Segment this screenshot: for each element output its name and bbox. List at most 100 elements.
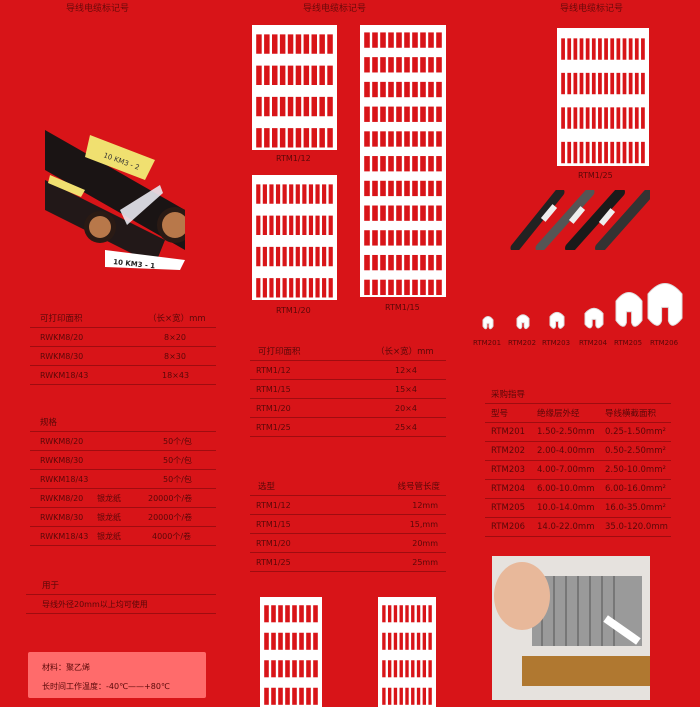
cell: RTM202 [491, 446, 526, 456]
table-row: RTM1/20 20×4 [250, 399, 446, 418]
table-row: 导线外径20mm以上均可使用 [26, 595, 216, 614]
cell: RTM204 [491, 484, 526, 494]
cell: RTM1/25 [256, 422, 291, 432]
material-info-box: 材料：聚乙烯 长时间工作温度：-40℃——+80℃ [28, 652, 206, 698]
cell: 6.00-16.0mm² [605, 484, 666, 494]
left-print-area-table: 可打印面积 （长×宽）mm RWKM8/20 8×20 RWKM8/30 8×30 R… [30, 309, 216, 385]
header-cell: 绝缘层外经 [537, 409, 580, 419]
table-header: 型号 绝缘层外经 导线横截面积 [485, 404, 671, 423]
cell: RTM1/12 [256, 500, 291, 510]
marker-card-rtm1-12 [252, 25, 337, 150]
cell: RTM1/20 [256, 403, 291, 413]
clip-label: RTM201 [473, 339, 502, 347]
cell: RWKM8/20 [40, 493, 84, 503]
selection-table: 选型 线号管长度 RTM1/12 12mm RTM1/15 15,mm RTM1/20… [250, 477, 446, 572]
cell: 50个/包 [163, 436, 192, 446]
section-title-right: 导线电缆标记号 [560, 4, 624, 14]
cell: 银龙纸 [97, 512, 121, 522]
header-cell: 可打印面积 [258, 347, 301, 357]
cell: RWKM8/30 [40, 455, 84, 465]
clip-label: RTM203 [542, 339, 571, 347]
cell: 8×20 [164, 332, 186, 342]
purchase-guide-table: 采购指导 型号 绝缘层外经 导线横截面积 RTM201 1.50-2.50mm 0.25… [485, 385, 671, 537]
clip-label: RTM202 [508, 339, 537, 347]
guide-title: 采购指导 [491, 390, 526, 400]
table-header: 规格 [30, 413, 216, 432]
marker-label-1: 10 KM3 - 1 [113, 258, 156, 270]
cell: RTM1/12 [256, 365, 291, 375]
table-row: RWKM8/20 8×20 [30, 328, 216, 347]
middle-print-area-table: 可打印面积 （长×宽）mm RTM1/12 12×4 RTM1/15 15×4 RTM… [250, 342, 446, 437]
cell: 导线外径20mm以上均可使用 [42, 599, 148, 609]
card-label: RTM1/15 [385, 303, 420, 312]
cables-photo [510, 190, 650, 250]
header-cell: 型号 [491, 409, 509, 419]
cell: RTM203 [491, 465, 526, 475]
table-row: RTM204 6.00-10.0mm 6.00-16.0mm² [485, 480, 671, 499]
clip-rtm206-icon [647, 282, 683, 326]
cell: 15×4 [395, 384, 417, 394]
clip-rtm201-icon [482, 315, 494, 330]
header-cell: 规格 [40, 418, 58, 428]
cable-marker-photo: 10 KM3 - 2 10 KM3 - 1 [45, 115, 185, 270]
cell: 16.0-35.0mm² [605, 503, 666, 513]
cell: RWKM8/20 [40, 332, 84, 342]
cell: RTM1/15 [256, 384, 291, 394]
header-cell: 可打印面积 [40, 314, 83, 324]
cell: 35.0-120.0mm [605, 522, 668, 532]
table-row: RTM206 14.0-22.0mm 35.0-120.0mm [485, 518, 671, 537]
table-row: RTM1/12 12×4 [250, 361, 446, 380]
cell: 25×4 [395, 422, 417, 432]
clip-label: RTM204 [579, 339, 608, 347]
table-row: RWKM18/43 50个/包 [30, 470, 216, 489]
cell: 18×43 [162, 370, 190, 380]
table-header: 用于 [26, 576, 216, 595]
cell: RWKM8/30 [40, 512, 84, 522]
cell: 12mm [412, 500, 438, 510]
cell: 20mm [412, 538, 438, 548]
table-row: RWKM18/43 18×43 [30, 366, 216, 385]
table-header: 可打印面积 （长×宽）mm [250, 342, 446, 361]
marker-card-rtm1-20 [252, 175, 337, 300]
cell: 2.00-4.00mm [537, 446, 595, 456]
temperature-text: 长时间工作温度：-40℃——+80℃ [42, 682, 170, 691]
cell: 4.00-7.00mm [537, 465, 595, 475]
cell: RTM205 [491, 503, 526, 513]
table-row: RWKM8/20 50个/包 [30, 432, 216, 451]
cell: RWKM18/43 [40, 531, 89, 541]
material-text: 材料：聚乙烯 [42, 663, 90, 672]
cell: 0.50-2.50mm² [605, 446, 666, 456]
section-title-middle: 导线电缆标记号 [303, 4, 367, 14]
table-header: 选型 线号管长度 [250, 477, 446, 496]
cell: RTM1/25 [256, 557, 291, 567]
table-header: 可打印面积 （长×宽）mm [30, 309, 216, 328]
cell: 8×30 [164, 351, 186, 361]
cell: 10.0-14.0mm [537, 503, 595, 513]
table-row: RTM1/20 20mm [250, 534, 446, 553]
card-label: RTM1/25 [578, 171, 613, 180]
cell: RTM206 [491, 522, 526, 532]
left-spec-table: 规格 RWKM8/20 50个/包 RWKM8/30 50个/包 RWKM18/43… [30, 413, 216, 546]
table-row: RTM203 4.00-7.00mm 2.50-10.0mm² [485, 461, 671, 480]
header-cell: 导线横截面积 [605, 409, 657, 419]
table-row: RTM201 1.50-2.50mm 0.25-1.50mm² [485, 423, 671, 442]
table-row: RTM202 2.00-4.00mm 0.50-2.50mm² [485, 442, 671, 461]
cell: 20000个/卷 [148, 512, 193, 522]
card-label: RTM1/20 [276, 306, 311, 315]
table-row: RTM1/15 15,mm [250, 515, 446, 534]
table-row: RTM1/25 25mm [250, 553, 446, 572]
cell: 4000个/卷 [152, 531, 192, 541]
card-label: RTM1/12 [276, 154, 311, 163]
header-cell: 线号管长度 [397, 482, 440, 492]
cell: 银龙纸 [97, 531, 121, 541]
clip-rtm205-icon [615, 292, 643, 327]
cell: 2.50-10.0mm² [605, 465, 666, 475]
cell: RTM1/15 [256, 519, 291, 529]
table-row: RTM1/25 25×4 [250, 418, 446, 437]
cell: 20000个/卷 [148, 493, 193, 503]
header-cell: 用于 [42, 581, 60, 591]
cell: 1.50-2.50mm [537, 427, 595, 437]
cell: 6.00-10.0mm [537, 484, 595, 494]
table-row: RWKM8/30 8×30 [30, 347, 216, 366]
marker-card-rtm1-25 [557, 28, 649, 166]
